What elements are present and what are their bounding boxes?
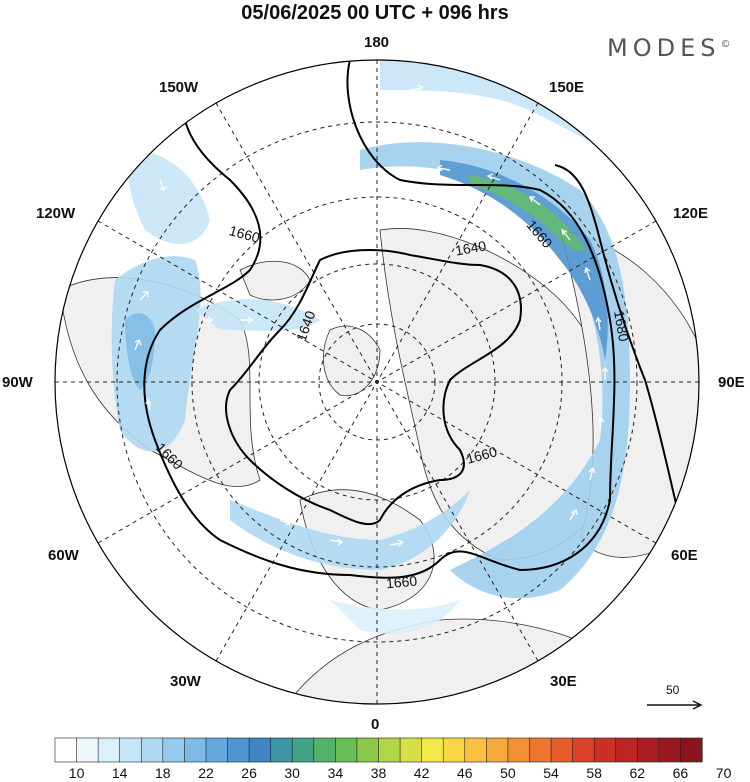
colorbar-swatch bbox=[593, 737, 617, 763]
colorbar-swatch bbox=[550, 737, 574, 763]
colorbar-swatch bbox=[119, 737, 142, 763]
colorbar-swatch bbox=[227, 737, 250, 763]
contour-label: 1660 bbox=[385, 572, 418, 592]
colorbar-swatch bbox=[399, 737, 423, 763]
colorbar-swatch bbox=[248, 737, 272, 763]
colorbar-swatch bbox=[529, 737, 552, 763]
colorbar-tick-label: 54 bbox=[543, 765, 559, 781]
colorbar-tick-label: 46 bbox=[457, 765, 473, 781]
colorbar-tick-label: 22 bbox=[198, 765, 214, 781]
colorbar-tick-label: 34 bbox=[327, 765, 344, 781]
colorbar-swatch bbox=[464, 737, 487, 763]
colorbar-swatch bbox=[291, 737, 315, 763]
colorbar-tick-label: 62 bbox=[629, 765, 646, 781]
colorbar-tick-label: 38 bbox=[370, 765, 387, 781]
lon-label-120w: 120W bbox=[36, 205, 76, 222]
colorbar-tick-label: 50 bbox=[500, 765, 516, 781]
colorbar-swatch bbox=[615, 737, 638, 763]
meridian-lines bbox=[55, 60, 699, 704]
lon-label-60w: 60W bbox=[48, 547, 79, 564]
colorbar-swatch bbox=[356, 737, 380, 763]
colorbar-swatch bbox=[313, 737, 336, 763]
colorbar-swatch bbox=[507, 737, 531, 763]
colorbar-swatch bbox=[335, 737, 358, 763]
lon-label-90w: 90W bbox=[2, 374, 33, 391]
colorbar-tick-label: 30 bbox=[284, 765, 300, 781]
colorbar-tick-label: 66 bbox=[672, 765, 689, 781]
colorbar bbox=[54, 737, 703, 763]
colorbar-swatch bbox=[270, 737, 293, 763]
colorbar-tick-label: 26 bbox=[241, 765, 257, 781]
lon-label-150w: 150W bbox=[159, 79, 199, 96]
colorbar-swatch bbox=[76, 737, 99, 763]
page-title: 05/06/2025 00 UTC + 096 hrs bbox=[241, 2, 509, 24]
colorbar-swatch bbox=[636, 737, 660, 763]
colorbar-swatch bbox=[205, 737, 229, 763]
lon-label-150e: 150E bbox=[549, 79, 585, 96]
colorbar-swatch bbox=[442, 737, 466, 763]
colorbar-swatch bbox=[572, 737, 595, 763]
lon-label-120e: 120E bbox=[673, 205, 709, 222]
colorbar-tick-label: 14 bbox=[111, 765, 128, 781]
reference-vector-arrow bbox=[647, 700, 703, 710]
colorbar-swatch bbox=[140, 737, 164, 763]
wind-speed-shading bbox=[111, 60, 630, 634]
lon-label-30w: 30W bbox=[170, 673, 201, 690]
map-border bbox=[54, 59, 700, 705]
colorbar-swatch bbox=[421, 737, 444, 763]
colorbar-tick-label: 70 bbox=[715, 765, 732, 781]
colorbar-swatch bbox=[680, 737, 703, 763]
lon-label-0: 0 bbox=[371, 716, 380, 733]
colorbar-swatch bbox=[184, 737, 207, 763]
lon-label-60e: 60E bbox=[671, 547, 698, 564]
lon-label-30e: 30E bbox=[550, 673, 577, 690]
wind-vectors bbox=[134, 84, 609, 547]
colorbar-tick-label: 18 bbox=[155, 765, 171, 781]
colorbar-swatch bbox=[97, 737, 121, 763]
lon-label-180: 180 bbox=[364, 34, 390, 51]
reference-vector-label: 50 bbox=[666, 683, 680, 697]
brand-logo: MODES© bbox=[607, 34, 731, 62]
colorbar-swatch bbox=[658, 737, 682, 763]
colorbar-tick-label: 42 bbox=[413, 765, 430, 781]
lon-label-90e: 90E bbox=[718, 374, 745, 391]
colorbar-swatch bbox=[378, 737, 401, 763]
colorbar-swatch bbox=[486, 737, 509, 763]
colorbar-tick-label: 10 bbox=[68, 765, 85, 781]
colorbar-swatch bbox=[162, 737, 186, 763]
height-contours bbox=[143, 60, 681, 579]
colorbar-swatch bbox=[54, 737, 78, 763]
colorbar-tick-label: 58 bbox=[586, 765, 602, 781]
